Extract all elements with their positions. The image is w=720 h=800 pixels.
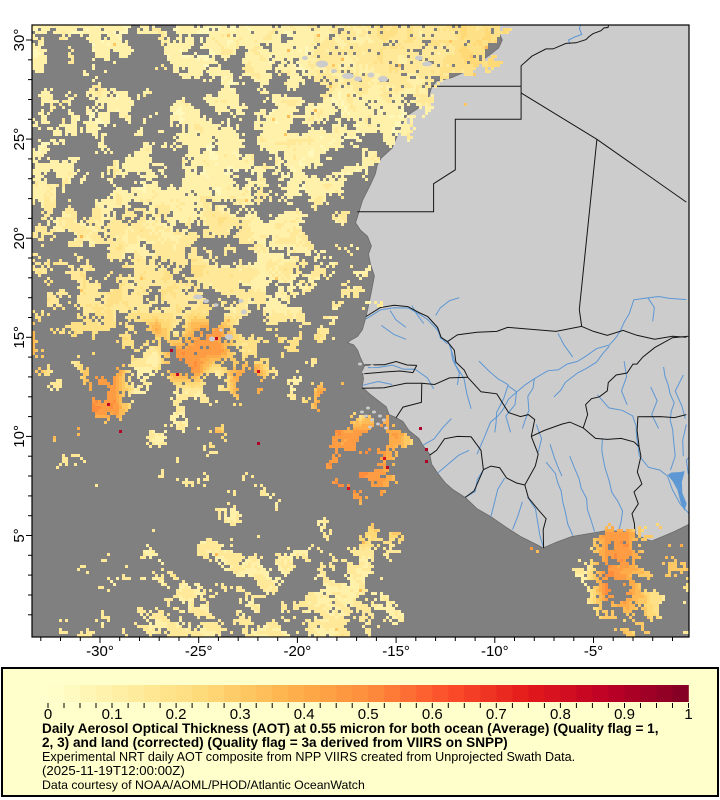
svg-text:20°: 20° (11, 227, 28, 250)
svg-text:0.4: 0.4 (294, 706, 315, 723)
svg-text:-25°: -25° (185, 643, 213, 660)
svg-text:10°: 10° (11, 425, 28, 448)
svg-text:0: 0 (44, 706, 52, 723)
svg-text:5°: 5° (11, 528, 28, 542)
svg-text:Daily Aerosol Optical Thicknes: Daily Aerosol Optical Thickness (AOT) at… (42, 721, 659, 736)
svg-text:15°: 15° (11, 326, 28, 349)
svg-text:2, 3) and land (corrected) (Qu: 2, 3) and land (corrected) (Quality flag… (42, 735, 508, 750)
svg-text:0.3: 0.3 (230, 706, 251, 723)
svg-text:30°: 30° (11, 29, 28, 52)
svg-text:-20°: -20° (284, 643, 312, 660)
svg-text:-30°: -30° (86, 643, 114, 660)
svg-text:25°: 25° (11, 128, 28, 151)
svg-text:0.5: 0.5 (358, 706, 379, 723)
svg-text:1: 1 (684, 706, 692, 723)
svg-text:Data courtesy of NOAA/AOML/PHO: Data courtesy of NOAA/AOML/PHOD/Atlantic… (42, 778, 365, 792)
svg-text:Experimental NRT daily AOT com: Experimental NRT daily AOT composite fro… (42, 750, 575, 764)
svg-text:-10°: -10° (481, 643, 509, 660)
svg-text:-5°: -5° (584, 643, 603, 660)
svg-text:0.9: 0.9 (614, 706, 635, 723)
svg-text:0.6: 0.6 (422, 706, 443, 723)
svg-text:0.7: 0.7 (486, 706, 507, 723)
svg-text:0.1: 0.1 (102, 706, 123, 723)
svg-text:(2025-11-19T12:00:00Z): (2025-11-19T12:00:00Z) (42, 763, 185, 778)
svg-text:0.2: 0.2 (166, 706, 187, 723)
svg-text:0.8: 0.8 (550, 706, 571, 723)
svg-text:-15°: -15° (382, 643, 410, 660)
